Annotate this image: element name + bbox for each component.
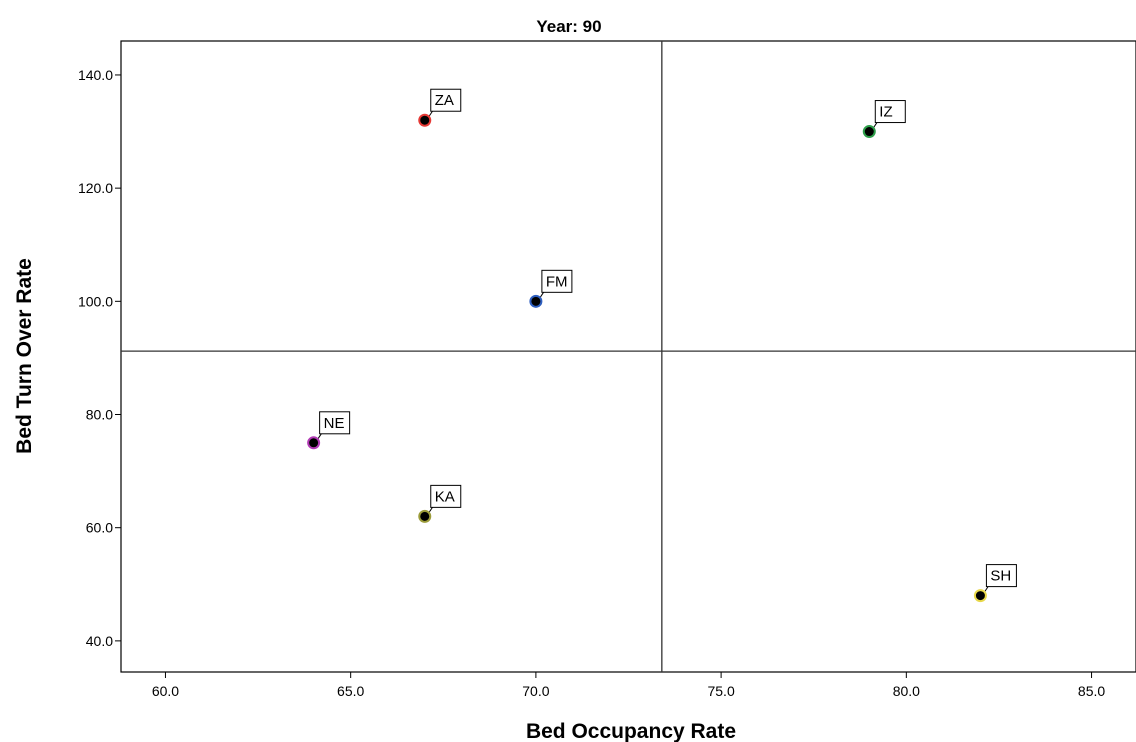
point-label: KA: [435, 488, 455, 505]
point-label-box: [319, 411, 351, 435]
x-axis-label: Bed Occupancy Rate: [526, 720, 736, 742]
x-tick-label: 65.0: [337, 683, 364, 699]
axes: [120, 40, 1136, 673]
y-tick-label: 100.0: [78, 293, 113, 309]
y-tick-label: 140.0: [78, 67, 113, 83]
point-sh: SH: [973, 564, 1017, 603]
point-marker: [418, 509, 432, 523]
plot-frame: [120, 40, 1136, 673]
x-axis-ticks: 60.0 65.0 70.0 75.0 80.0 85.0: [152, 672, 1105, 699]
point-label: ZA: [435, 92, 454, 109]
point-marker: [862, 125, 876, 139]
y-tick-label: 60.0: [86, 520, 113, 536]
y-axis-ticks: 40.0 60.0 80.0 100.0 120.0 140.0: [78, 67, 121, 649]
point-label: IZ: [879, 104, 892, 121]
point-za: ZA: [418, 88, 462, 127]
data-points: ZA IZ FM NE KA SH: [307, 88, 1017, 603]
point-label: NE: [324, 415, 345, 432]
point-label-box: [874, 100, 906, 124]
point-label: FM: [546, 273, 568, 290]
chart-title: Year: 90: [536, 17, 601, 36]
point-marker: [307, 436, 321, 450]
y-axis-label: Bed Turn Over Rate: [13, 258, 36, 454]
y-tick-label: 40.0: [86, 633, 113, 649]
point-marker: [529, 294, 543, 308]
x-tick-label: 85.0: [1078, 683, 1105, 699]
point-label-box: [985, 564, 1017, 588]
y-tick-label: 120.0: [78, 180, 113, 196]
point-label-box: [430, 484, 462, 508]
point-iz: IZ: [862, 100, 906, 139]
reference-lines: [121, 41, 1136, 672]
point-label-box: [541, 269, 573, 293]
point-marker: [418, 113, 432, 127]
point-ka: KA: [418, 484, 462, 523]
x-tick-label: 60.0: [152, 683, 179, 699]
x-tick-label: 70.0: [522, 683, 549, 699]
y-tick-label: 80.0: [86, 407, 113, 423]
x-tick-label: 75.0: [707, 683, 734, 699]
point-label: SH: [990, 568, 1011, 585]
point-marker: [973, 589, 987, 603]
x-tick-label: 80.0: [893, 683, 920, 699]
point-fm: FM: [529, 269, 573, 308]
point-ne: NE: [307, 411, 351, 450]
point-label-box: [430, 88, 462, 112]
